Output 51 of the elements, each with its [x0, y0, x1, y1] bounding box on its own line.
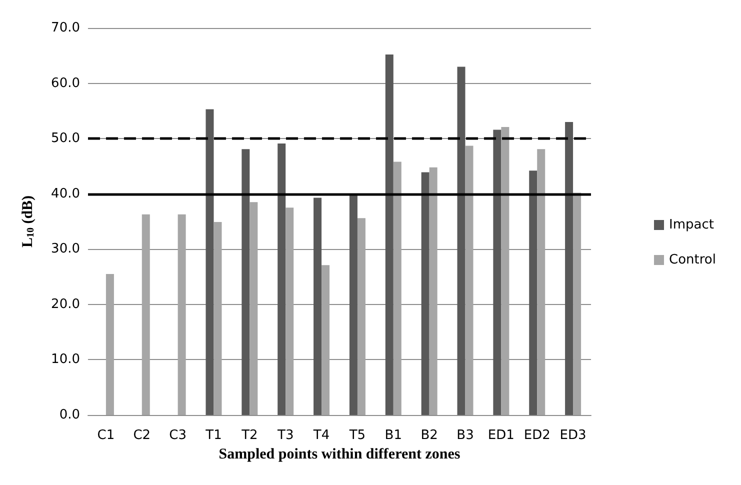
x-tick-label: ED1	[488, 428, 514, 443]
bar	[573, 192, 582, 415]
bar	[529, 170, 538, 415]
y-tick-label: 40.0	[51, 186, 80, 202]
x-tick-label: B1	[384, 428, 402, 443]
x-tick-label: T5	[348, 428, 366, 443]
y-tick-label: 10.0	[51, 352, 80, 368]
legend-label: Impact	[669, 218, 714, 232]
bar	[393, 162, 402, 415]
bar	[250, 202, 258, 415]
bar	[429, 167, 438, 415]
bar	[278, 144, 286, 415]
bar	[565, 122, 574, 415]
bar	[537, 149, 546, 415]
x-tick-label: B3	[456, 428, 474, 443]
bar	[142, 214, 150, 415]
x-tick-label: C1	[97, 428, 115, 443]
x-tick-label: T4	[312, 428, 330, 443]
bar	[457, 66, 466, 415]
y-tick-label: 30.0	[51, 242, 80, 257]
x-tick-label: T3	[276, 428, 294, 443]
bar	[357, 218, 366, 415]
x-tick-label: T1	[204, 428, 222, 443]
bar	[501, 126, 510, 415]
y-tick-label: 60.0	[51, 76, 80, 91]
bar	[385, 54, 394, 415]
bar	[206, 109, 214, 415]
x-tick-label: ED2	[524, 428, 550, 443]
x-tick-label: B2	[420, 428, 438, 443]
x-axis-title: Sampled points within different zones	[218, 446, 460, 462]
x-tick-label: T2	[240, 428, 258, 443]
bar	[465, 146, 474, 415]
y-tick-label: 70.0	[51, 20, 80, 36]
bar	[178, 214, 186, 415]
bar	[214, 222, 222, 415]
x-tick-label: C2	[133, 428, 151, 443]
x-tick-label: C3	[169, 428, 186, 443]
bar	[286, 208, 294, 415]
x-tick-label: ED3	[560, 428, 586, 443]
bar	[421, 172, 430, 415]
y-tick-label: 20.0	[51, 296, 80, 312]
y-axis-title: L10 (dB)	[20, 195, 36, 248]
y-tick-label: 0.0	[59, 408, 80, 422]
legend-label: Control	[669, 252, 716, 268]
bar	[242, 149, 250, 415]
bar	[493, 130, 502, 415]
bar	[349, 194, 358, 415]
bar	[322, 265, 330, 415]
bar	[106, 274, 114, 415]
y-tick-label: 50.0	[51, 131, 80, 146]
bar	[314, 198, 322, 415]
